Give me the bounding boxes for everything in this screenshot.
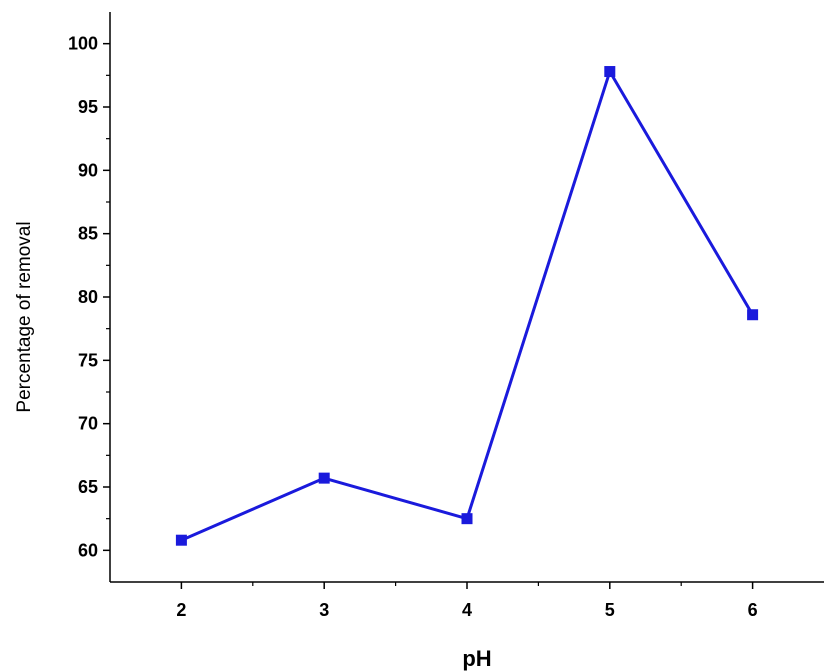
y-axis-ticks: 60 65 70 75 80 85 90 95 100 <box>68 34 110 560</box>
series-layer <box>175 66 759 546</box>
x-tick-label-4: 4 <box>462 600 472 620</box>
data-point-4 <box>747 309 759 321</box>
y-tick-label-80: 80 <box>78 287 98 307</box>
x-tick-label-5: 5 <box>605 600 615 620</box>
x-tick-label-6: 6 <box>748 600 758 620</box>
y-axis-title: Percentage of removal <box>14 221 35 412</box>
x-axis-title: pH <box>462 646 491 671</box>
y-tick-label-65: 65 <box>78 477 98 497</box>
series-line-0 <box>180 70 754 542</box>
y-tick-label-95: 95 <box>78 97 98 117</box>
x-tick-label-3: 3 <box>319 600 329 620</box>
x-axis-ticks: 2 3 4 5 6 <box>176 582 758 620</box>
y-tick-label-75: 75 <box>78 350 98 370</box>
data-point-3 <box>604 66 616 78</box>
x-tick-label-2: 2 <box>176 600 186 620</box>
y-tick-label-90: 90 <box>78 160 98 180</box>
data-point-2 <box>461 513 473 525</box>
y-tick-label-70: 70 <box>78 414 98 434</box>
y-tick-label-100: 100 <box>68 34 98 54</box>
data-point-1 <box>318 472 330 484</box>
y-tick-label-85: 85 <box>78 224 98 244</box>
data-point-0 <box>175 534 187 546</box>
axes <box>109 12 824 583</box>
y-tick-label-60: 60 <box>78 540 98 560</box>
